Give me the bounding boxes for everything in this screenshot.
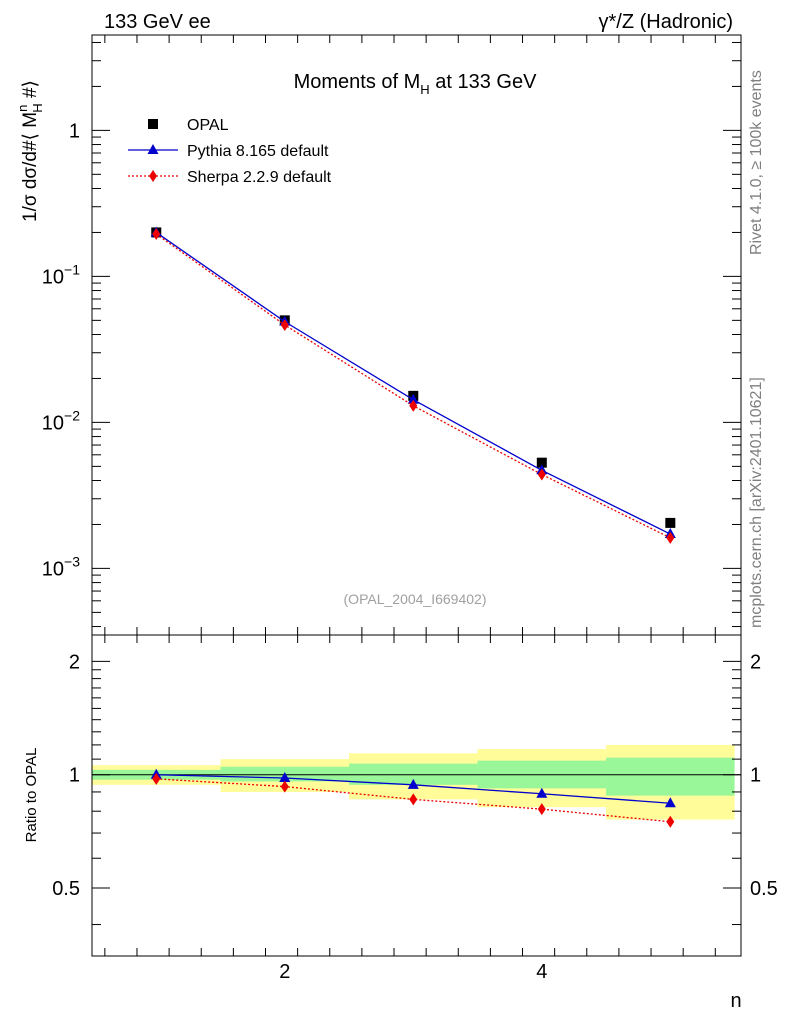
ratio-frame (91, 634, 742, 957)
main-data-point (407, 393, 419, 404)
ratio-data-point (409, 793, 418, 806)
main-y-axis-label: 1/σ dσ/d#⟨ MnH #⟩ (15, 80, 45, 222)
y-tick-label: 10−2 (42, 407, 80, 434)
analysis-watermark: (OPAL_2004_I669402) (344, 591, 487, 607)
ratio-data-point (536, 787, 548, 798)
ratio-y-tick-label-right: 1 (750, 765, 761, 787)
ratio-series (150, 768, 676, 828)
main-data-point (152, 228, 161, 241)
ratio-data-point (280, 780, 289, 793)
ratio-data-point (152, 772, 161, 785)
main-data-point (665, 517, 676, 528)
main-y-tick-labels: 1 10−1 10−2 10−3 (42, 120, 80, 580)
y-tick-label: 1 (69, 120, 80, 142)
ratio-y-tick-label-left: 1 (69, 765, 80, 787)
ratio-data-point (407, 778, 419, 789)
legend-marker (149, 170, 157, 182)
ratio-data-point (537, 803, 546, 816)
header-left-label: 133 GeV ee (104, 11, 211, 33)
legend-marker (148, 119, 158, 129)
ratio-y-tick-label-left: 2 (69, 651, 80, 673)
y-tick-label: 10−1 (42, 261, 80, 288)
ratio-y-axis-label: Ratio to OPAL (23, 748, 40, 843)
y-tick-label: 10−3 (42, 553, 80, 580)
main-title: Moments of MH at 133 GeV (294, 71, 537, 97)
ratio-y-tick-label-right: 2 (750, 651, 761, 673)
x-tick-label: 4 (536, 961, 547, 983)
ratio-y-tick-label-right: 0.5 (750, 878, 778, 900)
x-tick-label: 2 (279, 961, 290, 983)
main-series (150, 226, 676, 544)
main-data-point (280, 318, 289, 331)
main-series-line (155, 231, 671, 535)
ratio-panel: 2 2 1 1 0.5 0.5 2 4 Ratio to OPAL n (23, 634, 778, 1012)
ratio-data-point (279, 772, 291, 783)
header-right-label: γ*/Z (Hadronic) (599, 11, 733, 33)
main-data-point (536, 457, 547, 468)
legend: OPAL Pythia 8.165 default Sherpa 2.2.9 def… (128, 117, 332, 186)
main-data-point (409, 399, 418, 412)
mcplots-label: mcplots.cern.ch [arXiv:2401.10621] (748, 377, 765, 628)
legend-label: OPAL (187, 117, 229, 134)
legend-label: Pythia 8.165 default (187, 143, 329, 160)
ratio-data-point (664, 797, 676, 808)
main-series-line (155, 233, 671, 539)
main-panel: Moments of MH at 133 GeV 1 10−1 10−2 10−3 1… (15, 34, 742, 636)
main-axis-ticks (92, 35, 741, 635)
legend-label: Sherpa 2.2.9 default (187, 169, 332, 186)
ratio-y-tick-label-left: 0.5 (52, 878, 80, 900)
ratio-band-green (606, 757, 735, 796)
ratio-tick-labels: 2 2 1 1 0.5 0.5 2 4 (52, 651, 778, 983)
main-data-point (537, 468, 546, 481)
ratio-data-point (666, 815, 675, 828)
rivet-version-label: Rivet 4.1.0, ≥ 100k events (748, 70, 765, 255)
x-axis-label: n (730, 990, 741, 1012)
legend-marker (147, 144, 159, 154)
main-data-point (666, 531, 675, 544)
ratio-axis-ticks (92, 635, 741, 956)
